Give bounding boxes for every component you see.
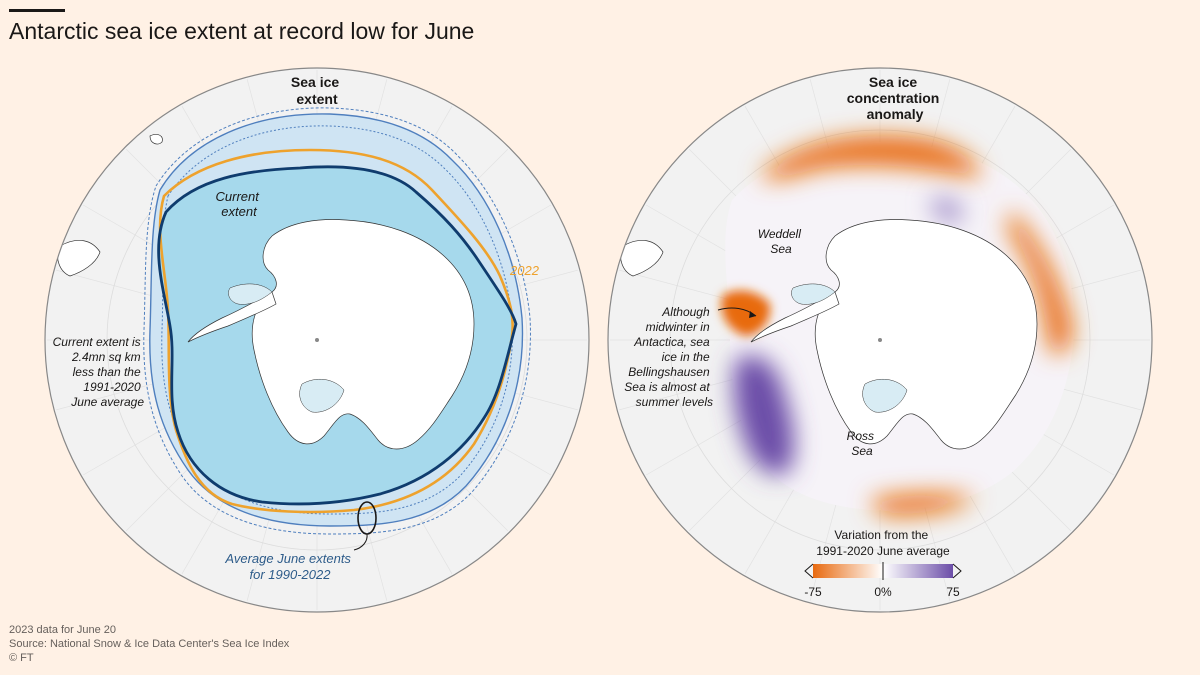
extent-map: Sea ice extent Current extent 2022 Curre… <box>44 67 590 613</box>
positive-anomaly-areas <box>733 198 963 475</box>
ross-sea-label: Ross Sea <box>847 429 878 458</box>
south-america-land <box>57 239 101 277</box>
south-pole-marker <box>315 338 319 342</box>
south-america-land <box>620 239 664 277</box>
line-2022 <box>158 148 514 514</box>
brand-rule <box>9 9 65 12</box>
anomaly-map-title: Sea ice concentration anomaly <box>847 74 943 122</box>
current-extent-label: Current extent <box>216 189 263 219</box>
extent-shortfall-note: Current extent is 2.4mn sq km less than … <box>53 335 145 409</box>
weddell-ice-shelf <box>791 283 836 305</box>
ross-ice-shelf <box>299 378 345 413</box>
anomaly-map: Sea ice concentration anomaly Weddell Se… <box>607 67 1153 613</box>
historical-extent-lines <box>161 125 513 515</box>
legend-left-chevron <box>804 563 814 579</box>
extent-map-rim <box>44 67 590 613</box>
date-note: 2023 data for June 20 <box>9 624 117 636</box>
average-extents-label: Average June extents for 1990-2022 <box>224 551 354 582</box>
anomaly-map-rim <box>607 67 1153 613</box>
negative-anomaly-areas <box>760 136 1072 516</box>
headline: Antarctic sea ice extent at record low f… <box>9 18 475 44</box>
antarctic-peninsula <box>187 291 277 343</box>
credit: © FT <box>9 652 34 664</box>
average-extents-callout-line <box>353 533 368 551</box>
south-america-land <box>149 134 163 145</box>
legend-tick-zero: 0% <box>874 585 892 599</box>
footer: 2023 data for June 20 Source: National S… <box>9 623 289 665</box>
ross-ice-shelf <box>862 378 908 413</box>
antarctic-peninsula <box>750 291 840 343</box>
bellingshausen-note: Although midwinter in Antactica, sea ice… <box>624 305 713 409</box>
weddell-ice-shelf <box>228 283 273 305</box>
current-extent-line <box>157 165 518 506</box>
legend-tick-max: 75 <box>946 585 960 599</box>
bellingshausen-callout-arrowhead <box>749 311 756 318</box>
legend-title: Variation from the 1991-2020 June averag… <box>816 528 950 558</box>
extent-map-title: Sea ice extent <box>291 74 343 107</box>
weddell-sea-label: Weddell Sea <box>758 227 804 256</box>
source-note: Source: National Snow & Ice Data Center'… <box>9 638 290 650</box>
negative-anomaly-bellingshausen <box>721 290 771 336</box>
historical-extent-lines <box>143 107 531 535</box>
label-2022: 2022 <box>509 263 540 278</box>
legend-tick-min: -75 <box>804 585 822 599</box>
south-pole-marker <box>878 338 882 342</box>
legend-right-chevron <box>952 563 962 579</box>
anomaly-legend: Variation from the 1991-2020 June averag… <box>804 528 962 599</box>
